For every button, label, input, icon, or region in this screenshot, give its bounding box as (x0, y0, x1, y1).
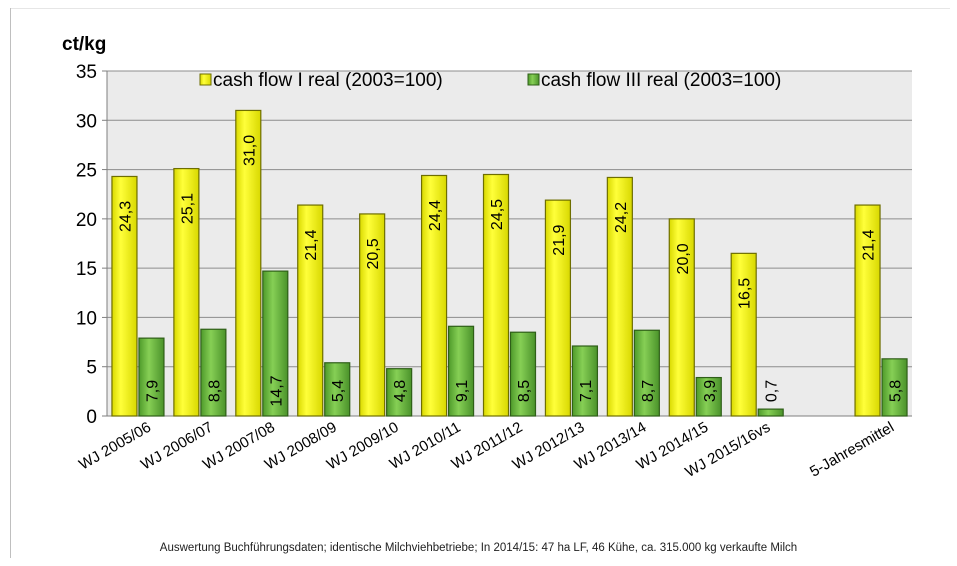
data-label: 5,8 (888, 380, 905, 402)
bar-cash-flow-i (420, 174, 448, 417)
data-label: 24,2 (613, 202, 630, 233)
bar-cash-flow-iii (200, 328, 227, 417)
bar-cash-flow-iii (695, 376, 722, 417)
data-label: 25,1 (179, 193, 196, 224)
plot-area (107, 71, 912, 416)
data-label: 24,3 (117, 201, 134, 232)
bar-cash-flow-i (482, 173, 510, 417)
data-label: 31,0 (241, 135, 258, 166)
bar-cash-flow-iii (509, 331, 537, 417)
bar-cash-flow-iii (571, 345, 599, 417)
data-label: 24,4 (427, 200, 444, 231)
bar-cash-flow-iii (881, 358, 908, 417)
data-label: 4,8 (392, 380, 409, 402)
bar-cash-flow-i (235, 109, 262, 417)
bar-cash-flow-iii (386, 368, 413, 417)
bar-cash-flow-i (359, 213, 386, 417)
data-label: 7,9 (144, 380, 161, 402)
data-label: 8,7 (640, 380, 657, 402)
y-tick-label: 0 (86, 407, 97, 428)
bar-cash-flow-i (544, 199, 572, 417)
data-label: 24,5 (489, 199, 506, 230)
data-label: 20,5 (365, 238, 382, 269)
y-tick-label: 5 (86, 358, 97, 379)
legend: cash flow I real (2003=100) cash flow III… (199, 70, 781, 91)
data-label: 7,1 (578, 380, 595, 402)
bar-cash-flow-iii (262, 270, 289, 417)
data-label: 21,4 (303, 229, 320, 260)
bar-cash-flow-i (668, 218, 695, 417)
y-tick-label: 15 (76, 259, 97, 280)
y-axis-label: ct/kg (62, 34, 106, 55)
bar-cash-flow-i (730, 252, 757, 417)
legend-label: cash flow I real (2003=100) (213, 70, 443, 91)
legend-label: cash flow III real (2003=100) (541, 70, 781, 91)
bar-cash-flow-i (173, 167, 200, 417)
y-tick-label: 10 (76, 308, 97, 329)
bar-cash-flow-i (606, 176, 633, 417)
legend-swatch (199, 73, 212, 86)
bar-cash-flow-iii (757, 408, 784, 417)
bar-cash-flow-iii (324, 362, 351, 417)
bar-cash-flow-i (854, 204, 881, 417)
data-label: 20,0 (675, 243, 692, 274)
bar-cash-flow-iii (447, 325, 475, 417)
data-label: 8,8 (206, 380, 223, 402)
chart-frame-top-border (10, 8, 950, 9)
data-label: 14,7 (268, 375, 285, 406)
data-label: 9,1 (454, 380, 471, 402)
bar-cash-flow-i (297, 204, 324, 417)
bar-cash-flow-iii (633, 329, 660, 417)
chart-frame-left-border (10, 8, 11, 558)
legend-swatch (527, 73, 540, 86)
y-tick-label: 30 (76, 111, 97, 132)
bar-cash-flow-i (111, 175, 138, 417)
data-label: 5,4 (330, 380, 347, 402)
footnote: Auswertung Buchführungsdaten; identische… (159, 542, 798, 554)
data-label: 21,4 (861, 229, 878, 260)
bar-cash-flow-iii (138, 337, 165, 417)
data-label: 0,7 (764, 380, 781, 402)
data-label: 16,5 (737, 278, 754, 309)
data-label: 21,9 (551, 224, 568, 255)
y-tick-label: 20 (76, 210, 97, 231)
y-tick-label: 35 (76, 62, 97, 83)
data-label: 8,5 (516, 380, 533, 402)
x-tick-label: 5-Jahresmittel (807, 419, 897, 481)
data-label: 3,9 (702, 380, 719, 402)
bar-chart: 0 5 10 15 20 25 30 35 24,3 7,9 25,1 8,8 31,0 14,7 21,… (62, 34, 912, 481)
y-tick-label: 25 (76, 161, 97, 182)
